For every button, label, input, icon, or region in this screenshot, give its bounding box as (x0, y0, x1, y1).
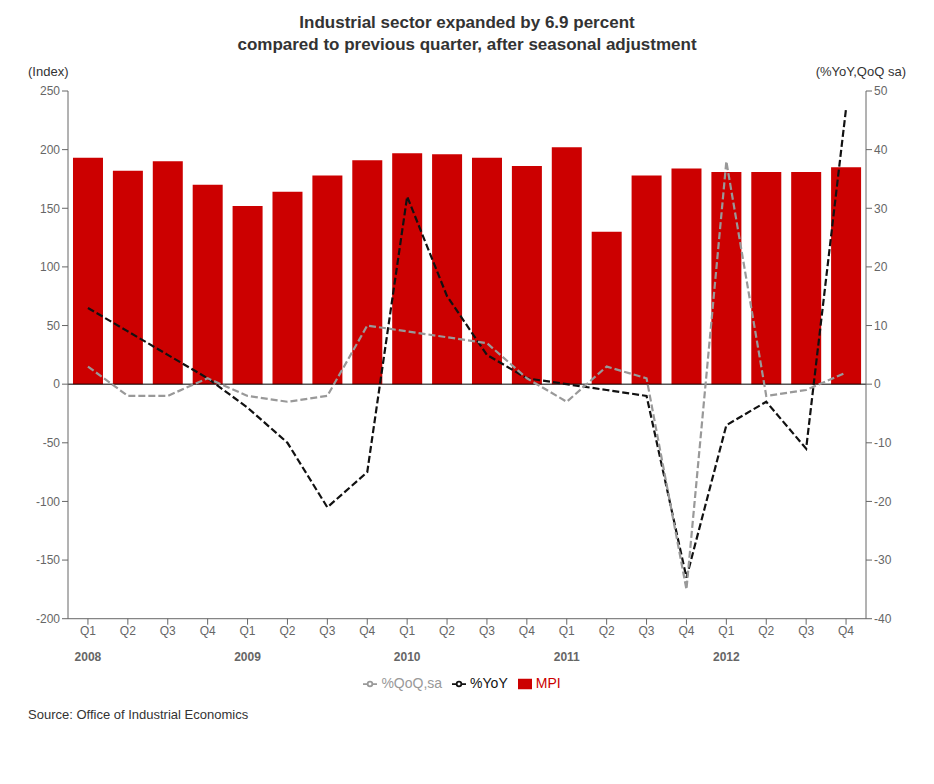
svg-text:2009: 2009 (234, 650, 261, 664)
svg-text:-50: -50 (43, 436, 61, 450)
svg-text:-200: -200 (36, 612, 60, 626)
svg-text:Q2: Q2 (120, 624, 136, 638)
svg-text:-40: -40 (874, 612, 892, 626)
svg-text:Q4: Q4 (678, 624, 694, 638)
svg-text:Q3: Q3 (160, 624, 176, 638)
svg-text:Q3: Q3 (319, 624, 335, 638)
svg-text:Q4: Q4 (838, 624, 854, 638)
svg-text:Q3: Q3 (479, 624, 495, 638)
svg-text:2008: 2008 (75, 650, 102, 664)
svg-text:-100: -100 (36, 495, 60, 509)
html-text:(Index): (Index) (28, 64, 69, 80)
svg-text:Q1: Q1 (80, 624, 96, 638)
svg-text:Q1: Q1 (559, 624, 575, 638)
svg-text:Q3: Q3 (798, 624, 814, 638)
html-text:(%YoY,QoQ sa): (%YoY,QoQ sa) (815, 64, 906, 80)
svg-text:-10: -10 (874, 436, 892, 450)
svg-text:250: 250 (40, 84, 60, 98)
svg-text:-30: -30 (874, 554, 892, 568)
html-text:Industrial sector expanded by: Industrial sector expanded by 6.9 percen… (237, 13, 697, 55)
svg-text:50: 50 (47, 319, 61, 333)
svg-text:Q4: Q4 (359, 624, 375, 638)
html-text:%YoY: %YoY (470, 674, 508, 691)
svg-text:Q1: Q1 (399, 624, 415, 638)
svg-text:2012: 2012 (713, 650, 740, 664)
svg-text:Q2: Q2 (599, 624, 615, 638)
svg-text:Q4: Q4 (519, 624, 535, 638)
svg-text:2011: 2011 (554, 650, 580, 664)
svg-text:200: 200 (40, 143, 60, 157)
svg-text:40: 40 (874, 143, 888, 157)
svg-text:Q2: Q2 (279, 624, 295, 638)
svg-text:30: 30 (874, 202, 888, 216)
svg-text:2010: 2010 (394, 650, 421, 664)
svg-text:Q4: Q4 (200, 624, 216, 638)
svg-text:Q3: Q3 (639, 624, 655, 638)
svg-text:100: 100 (40, 260, 60, 274)
html-text:MPI: MPI (535, 674, 561, 691)
svg-text:Q2: Q2 (758, 624, 774, 638)
svg-text:20: 20 (874, 260, 888, 274)
svg-text:-150: -150 (36, 554, 60, 568)
svg-text:150: 150 (40, 202, 60, 216)
svg-text:Q2: Q2 (439, 624, 455, 638)
svg-text:0: 0 (53, 378, 60, 392)
svg-text:-20: -20 (874, 495, 892, 509)
html-text:%QoQ,sa: %QoQ,sa (381, 674, 443, 691)
html-text:Source: Office of Industrial E: Source: Office of Industrial Economics (28, 707, 249, 723)
svg-text:10: 10 (874, 319, 888, 333)
svg-text:0: 0 (874, 378, 881, 392)
svg-text:Q1: Q1 (240, 624, 256, 638)
svg-text:50: 50 (874, 84, 888, 98)
svg-text:Q1: Q1 (718, 624, 734, 638)
